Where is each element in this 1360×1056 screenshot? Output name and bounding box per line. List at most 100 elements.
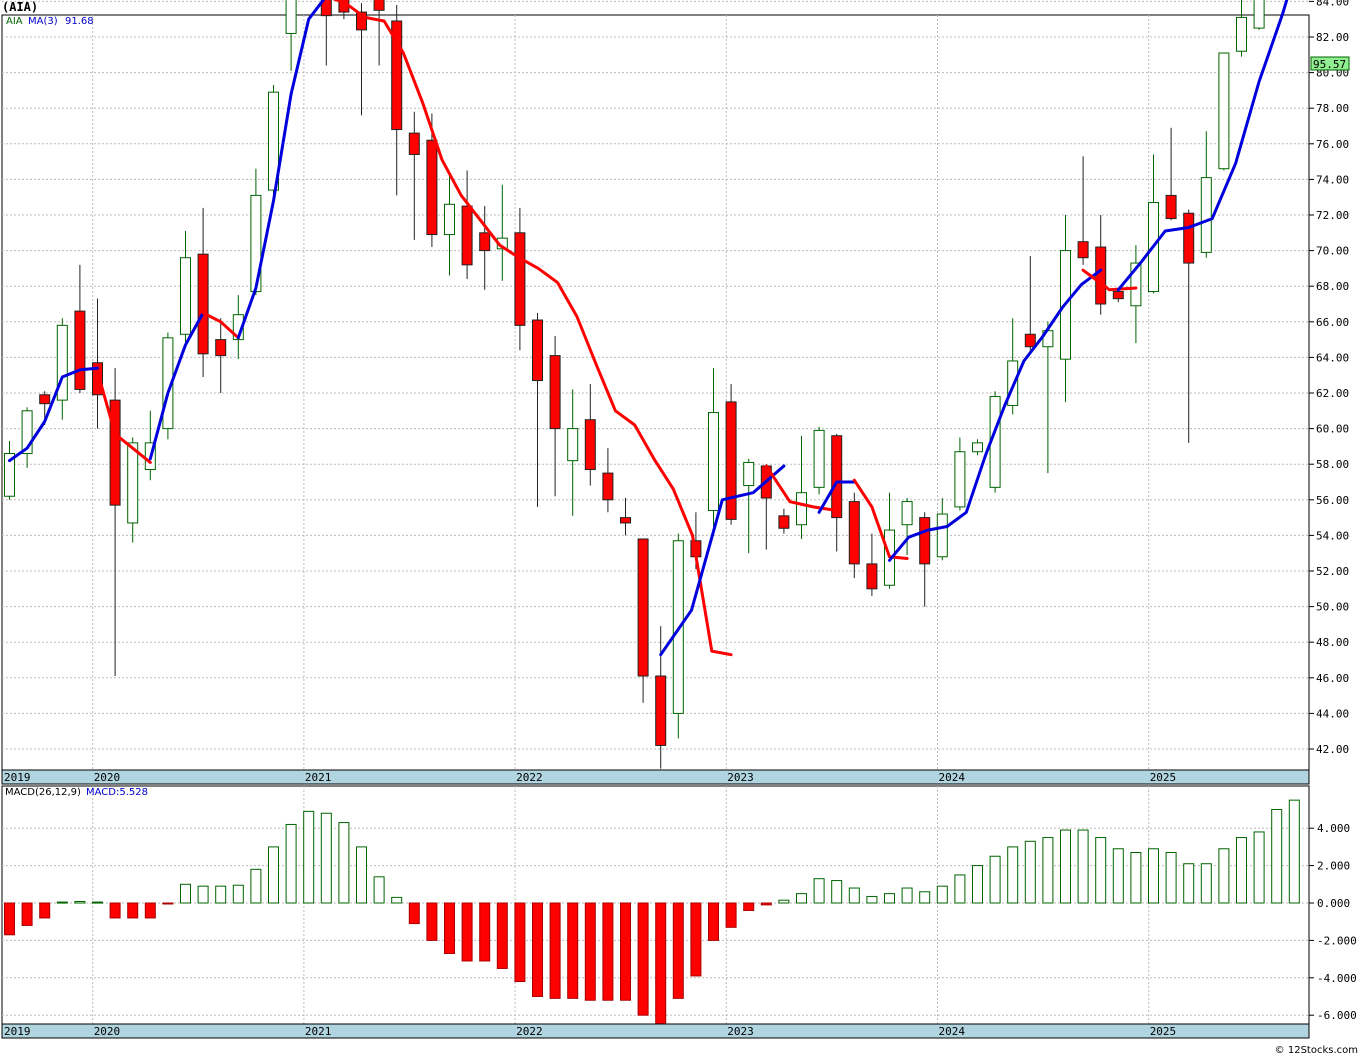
candle bbox=[584, 384, 596, 486]
macd-bar bbox=[672, 902, 684, 999]
ma3-segment-down bbox=[764, 464, 839, 512]
price-tick-label: 84.00 bbox=[1316, 0, 1349, 8]
candle-body bbox=[602, 472, 614, 501]
candle-body bbox=[584, 419, 596, 471]
candle bbox=[919, 512, 931, 607]
macd-bar bbox=[197, 885, 209, 904]
year-label: 2024 bbox=[939, 771, 966, 784]
candle bbox=[461, 170, 473, 280]
year-label: 2023 bbox=[727, 771, 754, 784]
macd-bar bbox=[232, 884, 244, 904]
macd-bar bbox=[391, 896, 403, 904]
candle-body bbox=[1024, 333, 1036, 348]
candle-body bbox=[338, 0, 350, 13]
macd-bar bbox=[180, 883, 191, 904]
candle-body bbox=[4, 453, 15, 497]
candle bbox=[1077, 156, 1089, 265]
macd-bar bbox=[602, 902, 614, 1001]
macd-bar bbox=[549, 902, 561, 999]
candle bbox=[1024, 255, 1036, 353]
macd-bar bbox=[1165, 852, 1177, 904]
year-label: 2021 bbox=[305, 1025, 332, 1038]
price-tick-label: 72.00 bbox=[1316, 209, 1349, 222]
candle-body bbox=[109, 399, 121, 506]
macd-bar bbox=[760, 902, 772, 906]
candle bbox=[4, 441, 15, 500]
candle bbox=[215, 318, 227, 393]
macd-bar bbox=[1236, 837, 1247, 904]
candle bbox=[796, 435, 807, 539]
macd-bar bbox=[1112, 848, 1124, 904]
macd-bar bbox=[567, 902, 579, 999]
macd-bars bbox=[4, 799, 1300, 1025]
macd-bar bbox=[4, 902, 15, 936]
candle bbox=[813, 426, 825, 495]
candle-body bbox=[901, 501, 913, 526]
watermark: © 12Stocks.com bbox=[1275, 1045, 1358, 1056]
price-tick-label: 54.00 bbox=[1316, 529, 1349, 542]
macd-bar bbox=[989, 855, 1001, 904]
year-label: 2023 bbox=[727, 1025, 754, 1038]
candlesticks bbox=[4, 0, 1265, 769]
macd-bar bbox=[725, 902, 737, 928]
macd-bar bbox=[954, 874, 966, 904]
candle bbox=[743, 458, 755, 554]
candle-body bbox=[549, 355, 561, 430]
macd-bar bbox=[813, 878, 825, 904]
macd-bar bbox=[796, 893, 807, 904]
candle-body bbox=[813, 429, 825, 488]
macd-bar bbox=[250, 868, 262, 904]
price-tick-label: 60.00 bbox=[1316, 423, 1349, 436]
price-tick-label: 58.00 bbox=[1316, 458, 1349, 471]
candle bbox=[56, 318, 68, 420]
price-tick-label: 68.00 bbox=[1316, 280, 1349, 293]
candle bbox=[1112, 289, 1124, 303]
candle-body bbox=[708, 412, 719, 511]
candle-body bbox=[1218, 52, 1230, 170]
candle bbox=[1236, 0, 1247, 57]
candle-body bbox=[39, 394, 51, 405]
macd-tick-label: 2.000 bbox=[1317, 860, 1350, 873]
macd-bar bbox=[866, 895, 878, 904]
ma3-segment-up bbox=[148, 311, 205, 461]
candle bbox=[74, 264, 86, 393]
candle-body bbox=[461, 205, 473, 266]
macd-bar bbox=[127, 902, 139, 919]
candle-body bbox=[1183, 212, 1195, 264]
macd-bar bbox=[884, 893, 895, 904]
candle-body bbox=[56, 324, 68, 401]
macd-bar bbox=[162, 902, 174, 905]
macd-bar bbox=[496, 902, 508, 969]
macd-legend-label: MACD(26,12,9) bbox=[5, 787, 81, 798]
year-label: 2025 bbox=[1150, 1025, 1177, 1038]
ma3-segment-up bbox=[817, 480, 856, 514]
macd-tick-label: 4.000 bbox=[1317, 822, 1350, 835]
macd-bar bbox=[1218, 848, 1230, 904]
macd-bar bbox=[144, 902, 156, 919]
macd-bar bbox=[1060, 829, 1071, 904]
macd-bar bbox=[39, 902, 51, 919]
candle-body bbox=[866, 563, 878, 590]
price-tick-label: 56.00 bbox=[1316, 494, 1349, 507]
candle bbox=[373, 0, 385, 66]
candle bbox=[180, 231, 191, 344]
candle-body bbox=[285, 0, 297, 34]
macd-bar bbox=[1183, 863, 1195, 904]
candle-body bbox=[954, 451, 966, 508]
price-y-axis: 42.00 44.00 46.00 48.00 50.00 52.00 54.00 56.00… bbox=[1309, 0, 1349, 756]
price-tick-label: 64.00 bbox=[1316, 351, 1349, 364]
candle-body bbox=[21, 410, 33, 455]
candle-body bbox=[426, 139, 438, 236]
macd-bar bbox=[1095, 837, 1107, 904]
candle-body bbox=[848, 501, 860, 565]
macd-bar bbox=[778, 899, 790, 904]
candle bbox=[778, 508, 790, 534]
candle-body bbox=[356, 11, 367, 31]
candle-body bbox=[320, 0, 332, 17]
candle bbox=[356, 3, 367, 116]
candle bbox=[866, 533, 878, 596]
macd-bar bbox=[215, 885, 227, 904]
candle-body bbox=[936, 513, 948, 558]
candle bbox=[21, 407, 33, 468]
